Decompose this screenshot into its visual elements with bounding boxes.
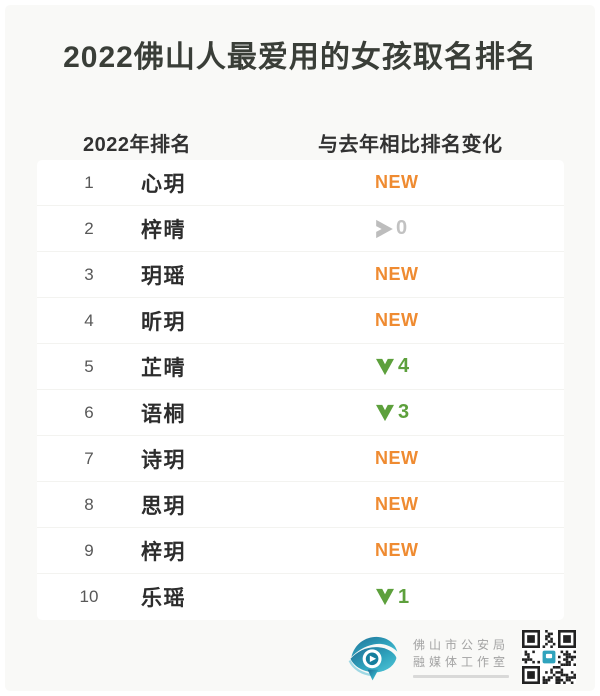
rank-number: 5 <box>84 356 94 376</box>
new-badge: NEW <box>375 172 419 192</box>
girl-name: 心玥 <box>141 172 186 196</box>
publisher-subline <box>412 674 509 678</box>
same-count: 0 <box>396 217 408 239</box>
qr-code <box>522 630 576 684</box>
change-cell: 3 <box>375 401 409 424</box>
arrow-down-icon <box>376 358 394 375</box>
table-row: 4 昕玥 NEW <box>37 298 564 344</box>
new-badge: NEW <box>375 540 419 560</box>
publisher-name-block: 佛山市公安局 融媒体工作室 <box>412 637 509 678</box>
change-cell: NEW <box>375 494 419 515</box>
change-cell: NEW <box>375 448 419 469</box>
rank-number: 8 <box>84 494 94 514</box>
new-badge: NEW <box>375 494 419 514</box>
new-badge: NEW <box>375 310 419 330</box>
rank-number: 6 <box>84 402 94 422</box>
girl-name: 昕玥 <box>141 310 186 334</box>
down-count: 3 <box>398 401 410 423</box>
rank-down-indicator: 4 <box>375 355 409 378</box>
girl-name: 玥瑶 <box>141 264 186 288</box>
table-row: 9 梓玥 NEW <box>37 528 564 574</box>
table-row: 7 诗玥 NEW <box>37 436 564 482</box>
girl-name: 诗玥 <box>141 448 186 472</box>
table-row: 6 语桐 3 <box>37 390 564 436</box>
table-row: 5 芷晴 4 <box>37 344 564 390</box>
girl-name: 芷晴 <box>141 356 186 380</box>
change-cell: NEW <box>375 172 419 193</box>
rank-down-indicator: 1 <box>375 586 409 609</box>
change-cell: NEW <box>375 310 419 331</box>
rank-number: 4 <box>84 310 94 330</box>
publisher-name-line1: 佛山市公安局 <box>412 637 509 652</box>
arrow-right-icon <box>376 219 393 238</box>
girl-name: 梓玥 <box>141 540 186 564</box>
girl-name: 乐瑶 <box>141 587 186 610</box>
table-row: 2 梓晴 0 <box>37 206 564 252</box>
girl-name: 语桐 <box>141 402 186 426</box>
change-cell: 4 <box>375 355 409 378</box>
rank-number: 3 <box>84 264 94 284</box>
rank-number: 1 <box>84 172 94 192</box>
table-row: 10 乐瑶 1 <box>37 574 564 620</box>
column-header-change: 与去年相比排名变化 <box>318 134 503 156</box>
arrow-down-icon <box>376 404 394 421</box>
publisher-logo-eye-icon <box>348 636 398 681</box>
ranking-table: 1 心玥 NEW 2 梓晴 0 3 玥瑶 NEW 4 昕 <box>37 160 564 620</box>
table-row: 8 思玥 NEW <box>37 482 564 528</box>
girl-name: 梓晴 <box>141 218 186 242</box>
rank-number: 2 <box>84 218 94 238</box>
change-cell: 1 <box>375 586 409 609</box>
new-badge: NEW <box>375 264 419 284</box>
rank-same-indicator: 0 <box>375 217 407 240</box>
table-row: 1 心玥 NEW <box>37 160 564 206</box>
rank-number: 9 <box>84 540 94 560</box>
page-title: 2022佛山人最爱用的女孩取名排名 <box>63 41 537 74</box>
down-count: 1 <box>398 585 410 608</box>
publisher-name-line2: 融媒体工作室 <box>412 654 509 669</box>
table-row: 3 玥瑶 NEW <box>37 252 564 298</box>
rank-number: 10 <box>79 587 99 606</box>
change-cell: 0 <box>375 217 407 240</box>
footer: 佛山市公安局 融媒体工作室 <box>346 625 576 689</box>
arrow-down-icon <box>376 588 394 606</box>
change-cell: NEW <box>375 264 419 285</box>
rank-number: 7 <box>84 448 94 468</box>
column-header-rank: 2022年排名 <box>83 134 191 156</box>
girl-name: 思玥 <box>141 494 186 518</box>
change-cell: NEW <box>375 540 419 561</box>
rank-down-indicator: 3 <box>375 401 409 424</box>
new-badge: NEW <box>375 448 419 468</box>
down-count: 4 <box>398 355 410 377</box>
